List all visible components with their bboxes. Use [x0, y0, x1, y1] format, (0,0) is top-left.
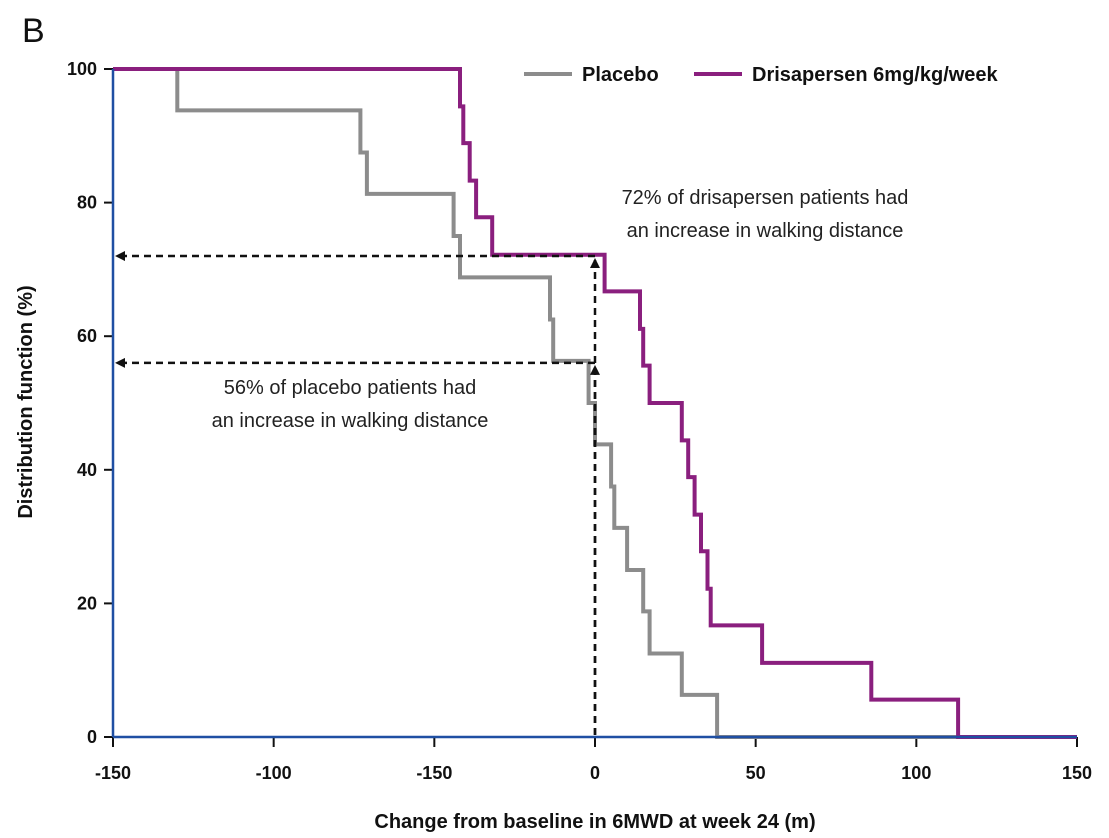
drisapersen-step-line — [113, 67, 1077, 739]
y-tick-label: 60 — [77, 326, 97, 346]
annotation-drisapersen-line1: 72% of drisapersen patients had — [622, 187, 909, 209]
x-tick-label: 50 — [746, 763, 766, 783]
panel-label: B — [22, 12, 45, 50]
plot-area: 0 20 40 60 80 100 -150 -100 -150 0 50 100 150 — [67, 59, 1092, 783]
y-axis-ticks: 0 20 40 60 80 100 — [67, 59, 113, 747]
x-tick-label: 0 — [590, 763, 600, 783]
x-tick-label: -150 — [95, 763, 131, 783]
x-axis-ticks: -150 -100 -150 0 50 100 150 — [95, 737, 1092, 783]
y-tick-label: 40 — [77, 460, 97, 480]
y-axis-title: Distribution function (%) — [15, 285, 37, 518]
placebo-step-line — [113, 67, 1077, 739]
y-tick-label: 80 — [77, 193, 97, 213]
axes-layer — [111, 69, 1077, 739]
x-tick-label: 100 — [901, 763, 931, 783]
annotation-placebo-line1: 56% of placebo patients had — [224, 377, 476, 399]
series-layer — [113, 67, 1077, 739]
x-tick-label: 150 — [1062, 763, 1092, 783]
legend-label-placebo: Placebo — [582, 64, 659, 86]
legend: Placebo Drisapersen 6mg/kg/week — [524, 64, 999, 86]
y-tick-label: 0 — [87, 727, 97, 747]
annotation-placebo-line2: an increase in walking distance — [212, 410, 489, 432]
annotation-drisapersen-line2: an increase in walking distance — [627, 220, 904, 242]
y-tick-label: 20 — [77, 593, 97, 613]
legend-label-drisapersen: Drisapersen 6mg/kg/week — [752, 64, 999, 86]
x-tick-label: -100 — [256, 763, 292, 783]
annotation-layer — [115, 251, 600, 735]
x-tick-label: -150 — [416, 763, 452, 783]
y-tick-label: 100 — [67, 59, 97, 79]
x-axis-title: Change from baseline in 6MWD at week 24 … — [374, 811, 815, 833]
